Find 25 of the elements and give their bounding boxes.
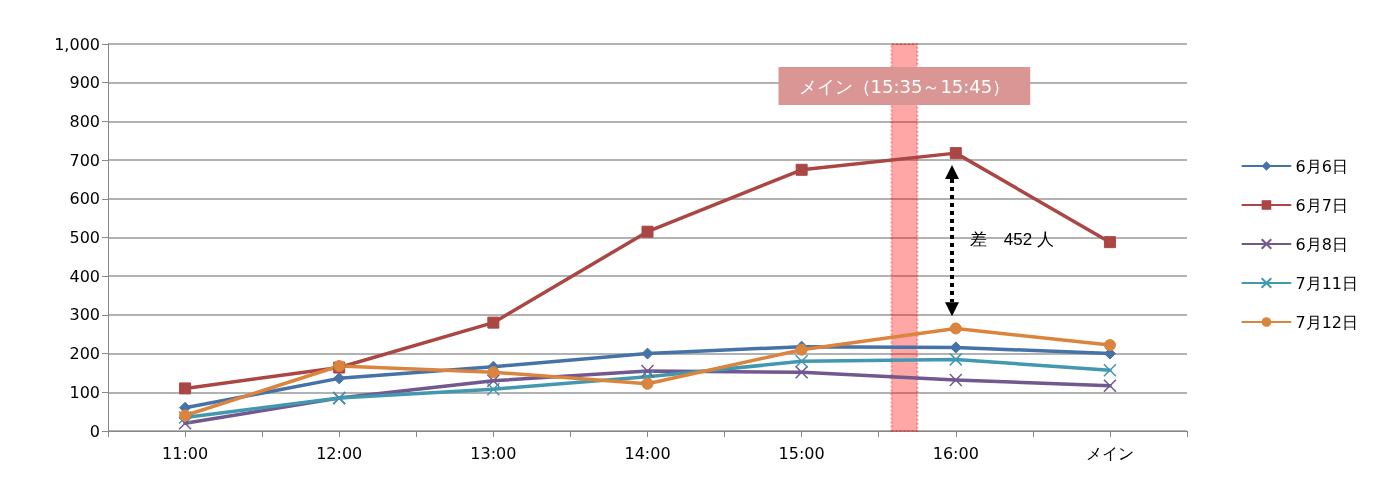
- x-tick-label: 13:00: [470, 443, 517, 463]
- y-tick-label: 400: [69, 266, 100, 286]
- annotation: 差 452 人: [969, 229, 1054, 249]
- y-tick-label: 1,000: [54, 34, 100, 54]
- y-tick-label: 200: [69, 344, 100, 364]
- x-tick-label: メイン: [1085, 443, 1134, 463]
- y-tick-label: 0: [89, 421, 100, 441]
- y-tick-label: 700: [69, 150, 100, 170]
- x-tick-label: 16:00: [932, 443, 979, 463]
- y-tick-label: 600: [69, 189, 100, 209]
- legend-label: 6月6日: [1295, 156, 1348, 176]
- x-tick-label: 14:00: [624, 443, 671, 463]
- y-tick-label: 800: [69, 111, 100, 131]
- legend-label: 7月12日: [1295, 312, 1359, 332]
- legend-label: 6月8日: [1295, 234, 1348, 254]
- y-tick-label: 900: [69, 73, 100, 93]
- band-label: メイン（15:35～15:45）: [798, 75, 1011, 97]
- x-tick-label: 15:00: [778, 443, 825, 463]
- y-tick-label: 300: [69, 305, 100, 325]
- y-tick-label: 500: [69, 228, 100, 247]
- x-tick-label: 12:00: [316, 443, 363, 463]
- legend-label: 7月11日: [1295, 273, 1359, 293]
- legend-label: 6月7日: [1295, 195, 1348, 215]
- x-tick-label: 11:00: [162, 443, 209, 463]
- y-tick-label: 100: [69, 382, 100, 402]
